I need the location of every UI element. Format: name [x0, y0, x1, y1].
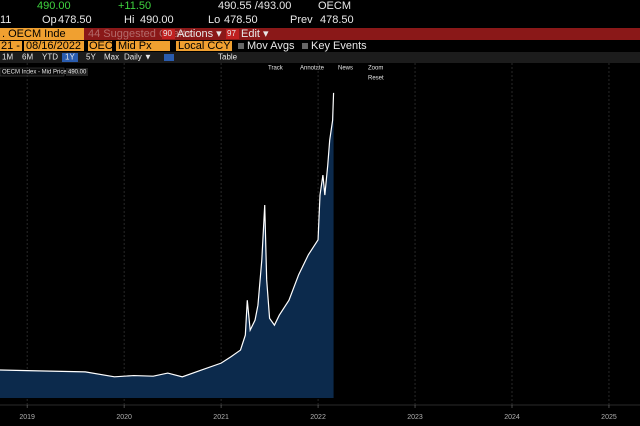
- x-tick-label: 2021: [213, 414, 229, 421]
- period-button[interactable]: Max: [104, 53, 119, 62]
- field-box[interactable]: [116, 41, 170, 51]
- mov-avgs[interactable]: Mov Avgs: [247, 40, 295, 52]
- price-line: [0, 92, 335, 378]
- checkbox[interactable]: [238, 43, 244, 49]
- prev-label: Prev: [290, 14, 313, 26]
- prev-value: 478.50: [320, 14, 354, 26]
- actions-code-box[interactable]: [162, 29, 175, 39]
- ticker: OECM: [318, 0, 351, 12]
- area-fill: [0, 92, 334, 398]
- checkbox[interactable]: [302, 43, 308, 49]
- x-tick-label: 2025: [601, 414, 617, 421]
- key-events[interactable]: Key Events: [311, 40, 367, 52]
- x-tick-label: 2020: [116, 414, 132, 421]
- currency-box[interactable]: [176, 41, 232, 51]
- last-value-box: [66, 68, 88, 76]
- currency[interactable]: Local CCY: [178, 40, 231, 52]
- open-value: 478.50: [58, 14, 92, 26]
- chart-style-icon[interactable]: [164, 54, 174, 61]
- last-price: 490.00: [37, 0, 71, 12]
- end-date[interactable]: 08/16/2022: [26, 40, 81, 52]
- high-label: Hi: [124, 14, 134, 26]
- chart-tool[interactable]: Annotate: [300, 66, 325, 72]
- chart-tool[interactable]: News: [338, 66, 353, 72]
- x-tick-label: 2019: [19, 414, 35, 421]
- toolbar-bg: [0, 28, 640, 40]
- security-box[interactable]: [0, 28, 84, 40]
- table-button[interactable]: Table: [218, 53, 238, 62]
- ticker-box[interactable]: [88, 41, 112, 51]
- frequency[interactable]: Daily ▼: [124, 53, 152, 62]
- row-id: 11: [0, 14, 11, 26]
- start-box[interactable]: [0, 41, 22, 51]
- x-tick-label: 2022: [310, 414, 326, 421]
- x-tick-label: 2024: [504, 414, 520, 421]
- start-date[interactable]: 21 -: [1, 40, 20, 52]
- chart-tool[interactable]: Reset: [368, 76, 384, 82]
- low-value: 478.50: [224, 14, 258, 26]
- legend-box: [0, 67, 65, 77]
- bid-ask: 490.55 /493.00: [218, 0, 291, 12]
- period-bar: [0, 52, 640, 63]
- edit-code[interactable]: 97: [227, 29, 236, 38]
- field[interactable]: Mid Px: [118, 40, 152, 52]
- chart-tool[interactable]: Track: [268, 66, 284, 72]
- period-selected[interactable]: [62, 53, 78, 62]
- end-box[interactable]: [24, 41, 84, 51]
- edit[interactable]: Edit ▾: [241, 28, 269, 40]
- actions[interactable]: Actions ▾: [177, 28, 222, 40]
- x-tick-label: 2023: [407, 414, 423, 421]
- period-button[interactable]: YTD: [42, 53, 58, 62]
- last-value: 490.00: [68, 70, 87, 76]
- period-button[interactable]: 6M: [22, 53, 33, 62]
- low-label: Lo: [208, 14, 220, 26]
- period-button[interactable]: 5Y: [86, 53, 96, 62]
- security[interactable]: . OECM Inde: [2, 28, 66, 40]
- ticker-field[interactable]: OECM: [89, 40, 122, 52]
- chart-tool[interactable]: Zoom: [368, 66, 383, 72]
- high-value: 490.00: [140, 14, 174, 26]
- actions-code[interactable]: 90: [163, 29, 172, 38]
- edit-code-box[interactable]: [226, 29, 239, 39]
- legend-label: OECM Index - Mid Price: [2, 70, 67, 76]
- period-button[interactable]: 1Y: [65, 53, 75, 62]
- period-button[interactable]: 1M: [2, 53, 13, 62]
- open-label: Op: [42, 14, 57, 26]
- change: +11.50: [118, 0, 151, 12]
